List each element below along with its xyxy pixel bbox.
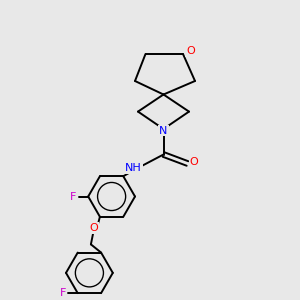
Text: N: N [159, 125, 168, 136]
Text: F: F [59, 288, 66, 298]
Text: O: O [186, 46, 195, 56]
Text: NH: NH [125, 163, 142, 173]
Text: O: O [190, 157, 199, 167]
Text: O: O [89, 223, 98, 233]
Text: F: F [70, 191, 76, 202]
